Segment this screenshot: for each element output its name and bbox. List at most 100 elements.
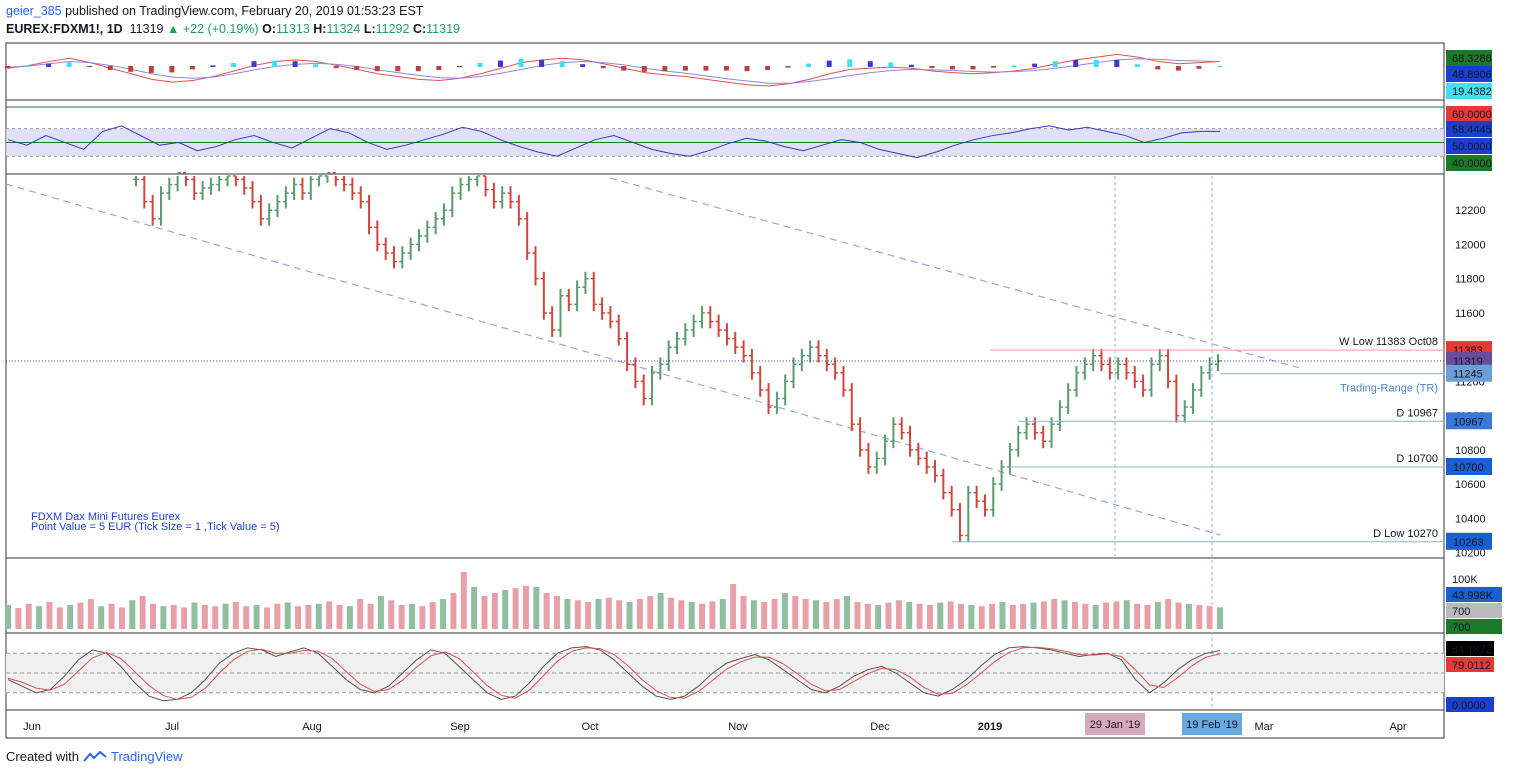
stoch-value-label: 84.1872 <box>1452 644 1492 656</box>
point-value-note: Point Value = 5 EUR (Tick Size = 1 ,Tick… <box>31 521 280 533</box>
oscillator-histogram-bar <box>498 60 504 67</box>
volume-bar <box>989 603 996 629</box>
stoch-k-line <box>7 646 1221 702</box>
volume-bar <box>906 602 913 629</box>
volume-bar <box>212 606 219 629</box>
time-tick-label: Apr <box>1389 721 1406 733</box>
oscillator-histogram-bar <box>107 66 113 70</box>
oscillator-histogram-bar <box>1155 66 1161 70</box>
volume-bar <box>77 602 84 629</box>
volume-value-label: 100K <box>1452 574 1478 586</box>
volume-bar <box>667 597 674 629</box>
oscillator-histogram-bar <box>723 66 729 71</box>
oscillator-histogram-bar <box>5 66 10 69</box>
volume-bar <box>585 602 592 629</box>
volume-bar <box>326 601 333 629</box>
volume-bar <box>243 606 250 629</box>
volume-bar <box>1134 603 1141 629</box>
low-value: 11292 <box>375 22 410 36</box>
volume-bar <box>1103 602 1110 629</box>
volume-bar <box>844 596 851 629</box>
volume-bar <box>25 603 32 629</box>
volume-bar <box>626 602 633 629</box>
oscillator-histogram-bar <box>128 66 134 72</box>
created-with-text: Created with <box>6 749 79 764</box>
volume-bar <box>1217 607 1223 629</box>
author-link[interactable]: geier_385 <box>6 4 62 18</box>
oscillator-histogram-bar <box>703 66 709 71</box>
volume-bar <box>875 605 882 629</box>
oscillator-histogram-bar <box>826 60 832 67</box>
volume-bar <box>305 605 312 629</box>
time-tick-label: Jul <box>165 721 179 733</box>
oscillator-histogram-bar <box>395 66 401 72</box>
oscillator-histogram-bar <box>148 66 154 73</box>
oscillator-value-label: 19.4382 <box>1452 86 1492 98</box>
volume-pane: 100K 43.998K 700 700 <box>5 572 1502 634</box>
price-label-tag <box>1446 364 1492 382</box>
oscillator-histogram-bar <box>621 66 627 71</box>
volume-bar <box>958 603 965 629</box>
volume-bar <box>1009 605 1016 629</box>
stoch-band <box>6 653 1444 693</box>
volume-bar <box>409 603 415 629</box>
price-tick-label: 11800 <box>1455 274 1485 286</box>
volume-bar <box>274 603 281 629</box>
oscillator-histogram-bar <box>847 59 853 67</box>
volume-bar <box>191 602 198 629</box>
volume-bar <box>170 605 177 629</box>
oscillator-histogram-bar <box>1052 61 1058 67</box>
volume-bar <box>595 599 602 629</box>
volume-bar <box>450 593 457 629</box>
oscillator-histogram-bar <box>333 66 339 69</box>
time-tick-label: Dec <box>870 721 890 733</box>
rsi-value-label: 40.0000 <box>1452 158 1492 170</box>
price-tick-label: 10400 <box>1455 513 1486 525</box>
volume-bar <box>1020 603 1027 629</box>
volume-bar <box>885 602 892 629</box>
volume-bar <box>709 601 716 629</box>
volume-bar <box>98 606 105 629</box>
volume-bar <box>823 602 830 629</box>
volume-bar <box>1175 602 1182 629</box>
volume-bar <box>5 605 11 629</box>
oscillator-histogram-bar <box>25 65 31 67</box>
volume-bar <box>56 607 63 629</box>
volume-bar <box>864 603 871 629</box>
stoch-value-tag <box>1446 641 1494 656</box>
time-tick-label: 2019 <box>978 721 1002 733</box>
rsi-line <box>7 125 1220 159</box>
volume-bar <box>719 599 726 629</box>
volume-bar <box>926 605 933 629</box>
oscillator-histogram-bar <box>559 61 565 67</box>
rsi-pane: 60.0000 58.4445 50.0000 40.0000 <box>6 106 1492 171</box>
oscillator-histogram-bar <box>539 60 545 67</box>
price-tick-label: 12000 <box>1455 239 1486 251</box>
volume-bar <box>750 600 757 629</box>
price-tick-label: 10600 <box>1455 479 1486 491</box>
time-tick-label: Nov <box>728 721 748 733</box>
volume-bar <box>937 602 944 629</box>
volume-bar <box>232 602 239 629</box>
volume-bar <box>336 605 343 629</box>
oscillator-histogram-bar <box>744 66 750 72</box>
symbol-description: FDXM Dax Mini Futures Eurex <box>31 511 181 523</box>
volume-bar <box>460 572 467 629</box>
price-pane: W Low 11383 Oct08 Trading-Range (TR) D 109… <box>5 171 1444 710</box>
oscillator-histogram-bar <box>929 66 935 69</box>
volume-value-tag <box>1446 587 1502 602</box>
volume-bar <box>346 606 353 629</box>
level-name: W Low 11383 Oct08 <box>1339 336 1438 348</box>
rsi-value-label: 58.4445 <box>1452 124 1492 136</box>
volume-bar <box>522 585 529 629</box>
tradingview-brand[interactable]: TradingView <box>110 749 183 764</box>
volume-bar <box>813 600 819 629</box>
volume-bar <box>315 603 322 629</box>
volume-bar <box>139 596 146 629</box>
volume-bar <box>699 603 706 629</box>
volume-bar <box>647 596 654 629</box>
oscillator-histogram-bar <box>292 61 298 67</box>
volume-bar <box>1206 606 1213 629</box>
trend-guide-lower <box>5 183 1221 536</box>
